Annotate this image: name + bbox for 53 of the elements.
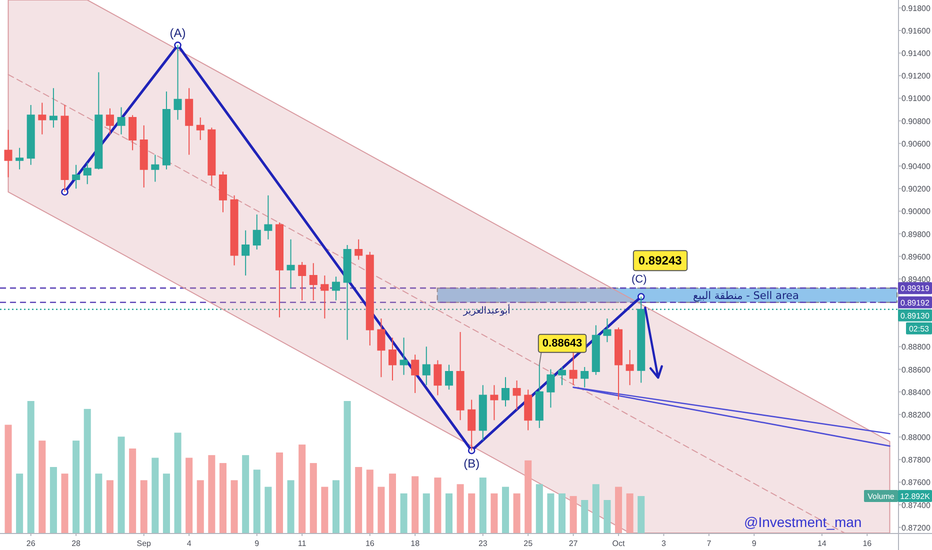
x-tick-label: 16 [862,539,872,548]
y-tick-label: 0.88600 [902,365,931,374]
x-tick-label: 25 [524,539,534,548]
y-tick-label: 0.90600 [902,139,931,148]
y-tick-label: 0.91000 [902,94,931,104]
y-tick-label: 0.91800 [902,4,931,13]
x-tick-label: Oct [612,539,626,548]
y-tick-label: 0.91400 [902,49,931,58]
ref-line-label: 0.89192 [900,298,930,308]
x-tick-label: 11 [298,539,307,548]
x-tick-label: 9 [254,539,260,548]
text: 12.892K [900,492,931,502]
x-tick-label: 4 [186,539,192,548]
y-tick-label: 0.87600 [902,478,931,488]
text: 02:53 [908,324,930,334]
y-tick-label: 0.91200 [902,72,931,81]
annotation: @Investment_man [744,514,862,530]
y-tick-label: 0.91600 [902,26,931,36]
x-tick-label: 23 [478,539,488,548]
x-tick-label: 26 [26,539,36,548]
y-tick-label: 0.88800 [902,342,931,352]
x-tick-label: 9 [752,539,757,548]
annotation: (B) [464,456,480,471]
ref-line-label: 0.89319 [900,284,930,294]
y-tick-label: 0.87400 [902,500,931,510]
y-tick-label: 0.90800 [902,116,931,126]
annotation: 0.88643 [542,337,582,350]
annotation: أبوعبدالعزيز [462,303,511,316]
annotation: (A) [170,26,186,40]
y-tick-label: 0.89400 [902,274,931,284]
y-tick-label: 0.88400 [902,388,931,397]
y-tick-label: 0.88000 [902,433,931,442]
annotation: (C) [631,274,647,286]
x-tick-label: 28 [72,539,82,548]
x-tick-label: Sep [136,539,152,548]
x-tick-label: 14 [817,539,827,548]
x-tick-label: 18 [410,539,420,548]
y-tick-label: 0.89800 [902,230,931,239]
y-tick-label: 0.90000 [902,207,931,216]
x-tick-label: 7 [706,539,712,548]
annotation: Volume [868,492,895,502]
y-tick-label: 0.88200 [902,410,931,420]
x-tick-label: 27 [568,539,578,548]
y-tick-label: 0.90200 [902,184,931,194]
y-tick-label: 0.89600 [902,252,931,262]
band-label: منطقة البيع - Sell area [693,290,799,302]
annotation: 0.89243 [638,254,682,268]
x-tick-label: 16 [365,539,375,548]
x-tick-label: 3 [662,539,666,548]
ref-line-label: 0.89130 [900,311,930,320]
y-tick-label: 0.90400 [902,162,931,171]
y-tick-label: 0.87200 [902,523,931,532]
y-tick-label: 0.87800 [902,456,931,465]
